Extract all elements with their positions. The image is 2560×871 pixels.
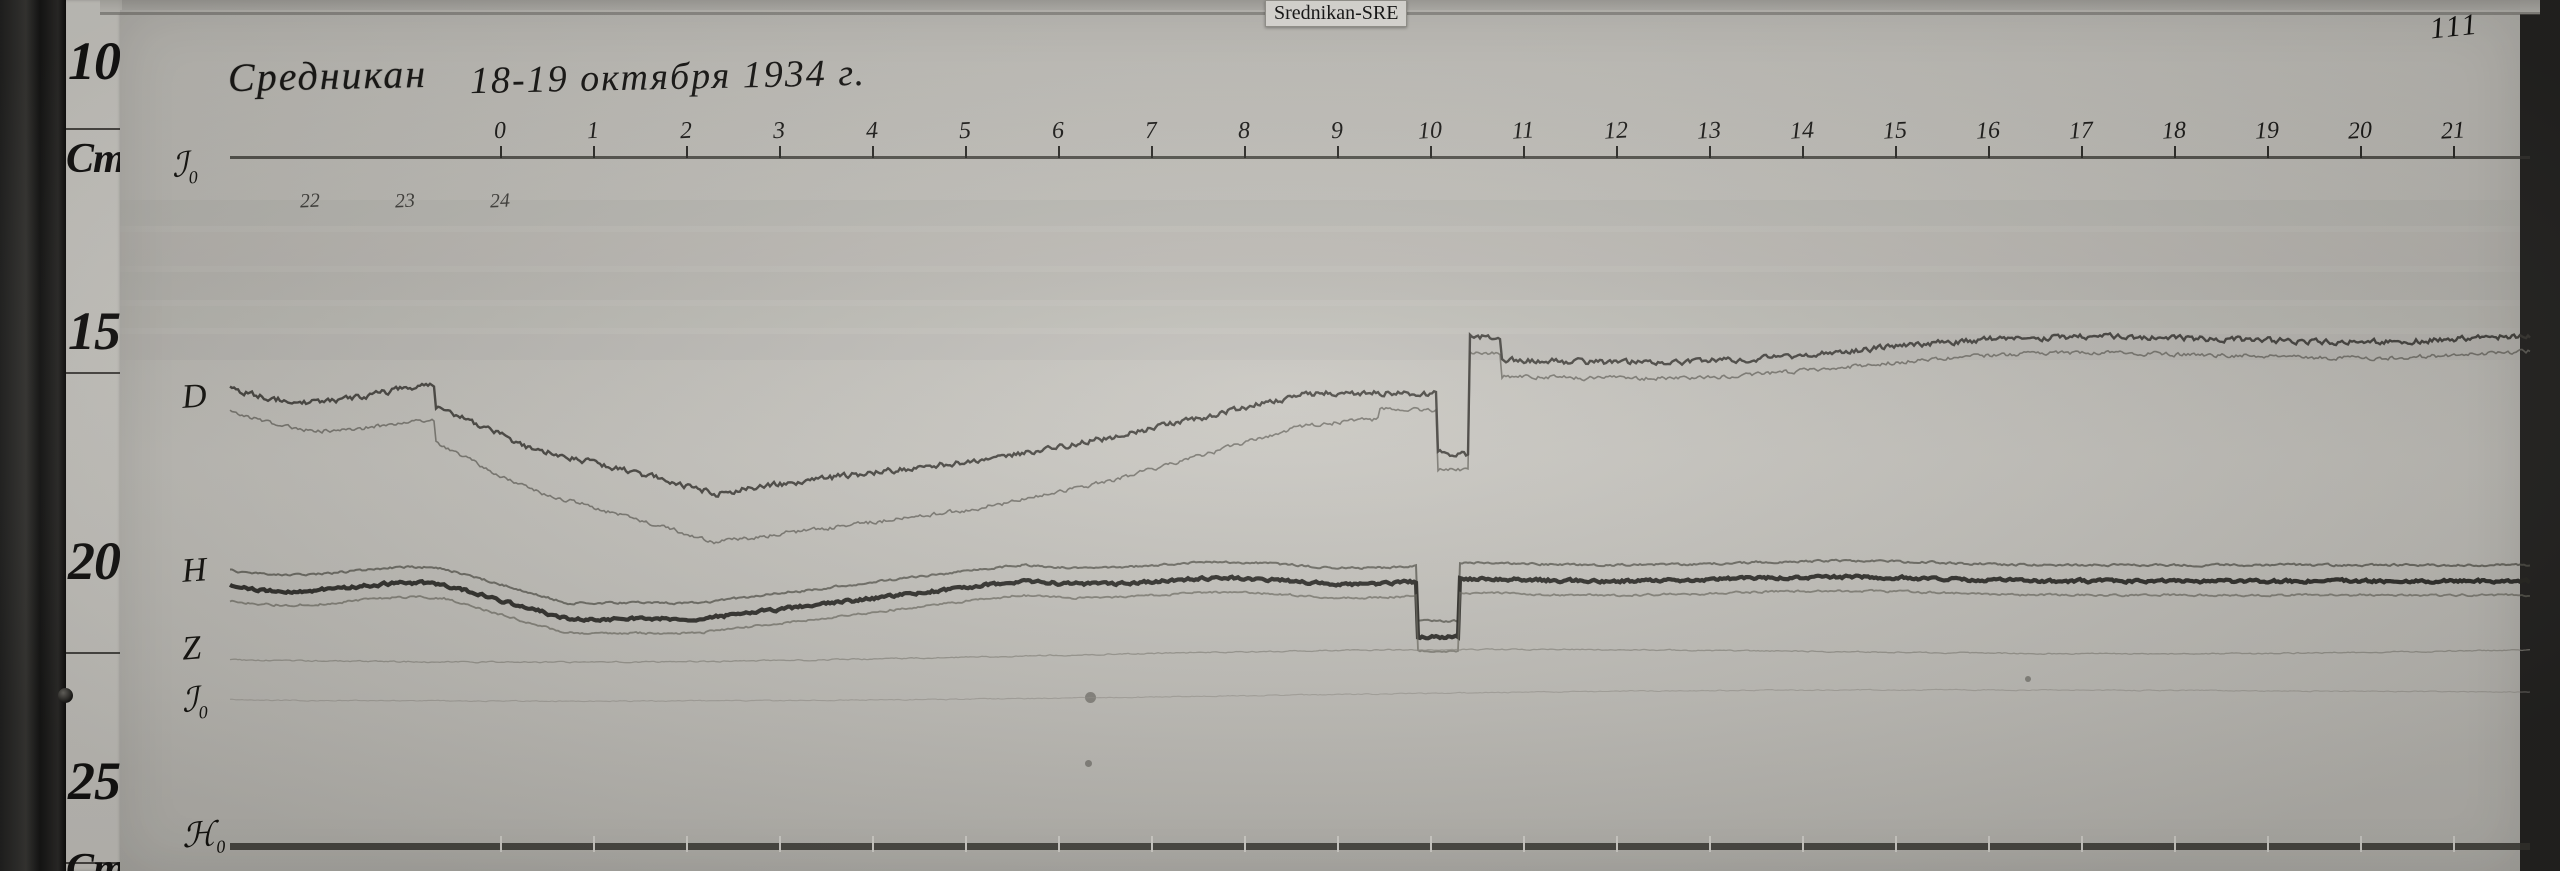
h0-hour-tick bbox=[593, 836, 595, 852]
h0-hour-tick bbox=[1430, 836, 1432, 852]
h0-hour-tick bbox=[1523, 836, 1525, 852]
ruler-divider bbox=[66, 862, 122, 864]
ruler-divider bbox=[66, 128, 122, 130]
exposure-band bbox=[120, 272, 2520, 300]
h0-hour-tick bbox=[2360, 836, 2362, 852]
h0-hour-tick bbox=[1988, 836, 1990, 852]
left-ruler-strip bbox=[66, 0, 122, 871]
ruler-label-15: 15 bbox=[68, 301, 121, 361]
scanner-background-right bbox=[2520, 0, 2560, 871]
hour-tick bbox=[1523, 146, 1525, 158]
h0-hour-tick bbox=[1058, 836, 1060, 852]
hour-tick bbox=[779, 146, 781, 158]
h0-hour-tick bbox=[1151, 836, 1153, 852]
hour-tick bbox=[686, 146, 688, 158]
hour-tick bbox=[872, 146, 874, 158]
exposure-band bbox=[120, 334, 2520, 360]
hour-tick bbox=[1430, 146, 1432, 158]
hour-tick bbox=[593, 146, 595, 158]
exposure-band bbox=[120, 306, 2520, 328]
trace-h-lower bbox=[229, 588, 2531, 654]
trace-h-upper bbox=[230, 558, 2531, 624]
ruler-label-10: 10 bbox=[68, 31, 121, 91]
exposure-band bbox=[120, 232, 2520, 266]
h0-hour-tick bbox=[2081, 836, 2083, 852]
trace-z0 bbox=[229, 688, 2531, 703]
ruler-label-cm-bottom: Cm bbox=[66, 846, 126, 871]
d0-baseline bbox=[230, 156, 2530, 159]
hour-tick bbox=[1988, 146, 1990, 158]
h0-hour-tick bbox=[779, 836, 781, 852]
dust-speck bbox=[2025, 676, 2031, 682]
hour-tick bbox=[1244, 146, 1246, 158]
ruler-divider bbox=[66, 652, 122, 654]
h0-hour-tick bbox=[872, 836, 874, 852]
h0-hour-tick bbox=[1616, 836, 1618, 852]
h0-hour-tick bbox=[2267, 836, 2269, 852]
hour-tick bbox=[2453, 146, 2455, 158]
trace-h bbox=[228, 573, 2531, 641]
ruler-divider bbox=[66, 372, 122, 374]
hour-tick bbox=[1058, 146, 1060, 158]
h0-hour-tick bbox=[1244, 836, 1246, 852]
hour-tick bbox=[2081, 146, 2083, 158]
h0-hour-tick bbox=[1709, 836, 1711, 852]
h0-hour-tick bbox=[2453, 836, 2455, 852]
ruler-label-20: 20 bbox=[68, 531, 121, 591]
hour-tick bbox=[1337, 146, 1339, 158]
hour-tick bbox=[1802, 146, 1804, 158]
ruler-punch-hole bbox=[58, 688, 73, 703]
ruler-label-25: 25 bbox=[68, 751, 121, 811]
trace-z bbox=[229, 648, 2531, 664]
h0-hour-tick bbox=[500, 836, 502, 852]
hour-tick bbox=[2267, 146, 2269, 158]
chart-paper bbox=[120, 10, 2520, 871]
hour-tick bbox=[2174, 146, 2176, 158]
hour-tick bbox=[1895, 146, 1897, 158]
hour-tick bbox=[1151, 146, 1153, 158]
h0-baseline bbox=[230, 843, 2530, 850]
dust-speck bbox=[1085, 760, 1092, 767]
hour-tick bbox=[1616, 146, 1618, 158]
h0-hour-tick bbox=[686, 836, 688, 852]
ruler-label-cm-top: Cm bbox=[66, 136, 126, 182]
h0-hour-tick bbox=[965, 836, 967, 852]
hour-tick bbox=[500, 146, 502, 158]
exposure-band bbox=[120, 200, 2520, 226]
hour-tick bbox=[965, 146, 967, 158]
hour-tick bbox=[2360, 146, 2362, 158]
trace-d bbox=[229, 331, 2531, 498]
h0-hour-tick bbox=[2174, 836, 2176, 852]
h0-hour-tick bbox=[1895, 836, 1897, 852]
h0-hour-tick bbox=[1337, 836, 1339, 852]
archive-title-tag: Srednikan-SRE bbox=[1265, 0, 1408, 27]
hour-tick bbox=[1709, 146, 1711, 158]
trace-d-light bbox=[229, 348, 2531, 545]
h0-hour-tick bbox=[1802, 836, 1804, 852]
